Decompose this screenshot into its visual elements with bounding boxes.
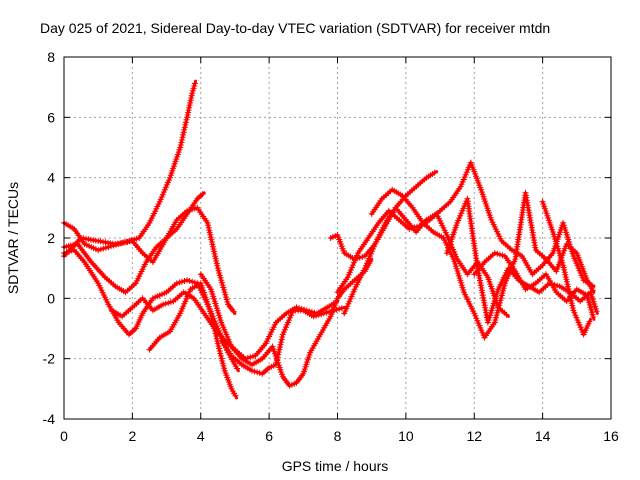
data-point — [100, 245, 107, 252]
series-s12 — [368, 186, 596, 341]
data-point — [199, 191, 206, 198]
x-tick-label: 10 — [398, 428, 414, 444]
data-point — [178, 137, 185, 143]
data-point — [213, 333, 220, 339]
data-point — [189, 206, 196, 213]
data-point — [256, 370, 263, 376]
y-axis-ticks: -4 -2 0 2 4 6 8 — [43, 49, 611, 427]
chart-title: Day 025 of 2021, Sidereal Day-to-day VTE… — [40, 20, 550, 36]
x-axis-ticks: 0 2 4 6 8 10 12 14 16 — [60, 57, 619, 444]
data-point — [590, 314, 597, 320]
data-point — [232, 392, 239, 399]
y-tick-label: 6 — [47, 109, 55, 125]
series-s6 — [146, 280, 239, 400]
series-s15 — [508, 219, 596, 289]
data-point — [320, 310, 327, 317]
data-point — [230, 308, 237, 315]
series-s8 — [218, 305, 346, 377]
data-point — [323, 309, 330, 316]
data-point — [249, 367, 255, 374]
data-point — [234, 365, 241, 372]
data-point — [189, 278, 196, 285]
series-group — [61, 79, 600, 400]
data-point — [182, 119, 189, 126]
y-tick-label: 2 — [47, 230, 55, 246]
x-tick-label: 16 — [603, 428, 619, 444]
x-tick-label: 6 — [265, 428, 273, 444]
data-point — [586, 318, 593, 325]
y-tick-label: 8 — [47, 49, 55, 65]
data-point — [315, 311, 322, 318]
y-tick-label: 4 — [47, 170, 55, 186]
data-point — [496, 251, 503, 258]
data-point — [328, 308, 335, 315]
data-point — [160, 301, 167, 308]
series-s14 — [471, 250, 597, 321]
x-tick-label: 2 — [128, 428, 136, 444]
x-axis-label: GPS time / hours — [282, 458, 389, 474]
y-tick-label: -2 — [43, 351, 56, 367]
data-point — [162, 300, 169, 307]
data-point — [186, 278, 193, 284]
data-point — [431, 169, 438, 176]
data-point — [191, 80, 198, 87]
data-point — [588, 282, 595, 289]
data-point — [181, 278, 188, 284]
y-tick-label: 0 — [47, 290, 55, 306]
data-point — [251, 368, 258, 375]
data-point — [313, 312, 320, 319]
data-point — [406, 226, 413, 232]
data-point — [133, 235, 140, 242]
data-point — [503, 311, 510, 318]
x-tick-label: 8 — [334, 428, 342, 444]
data-point — [95, 247, 102, 254]
series-s16 — [539, 198, 593, 338]
y-axis-label: SDTVAR / TECUs — [5, 182, 21, 294]
data-point — [66, 248, 73, 255]
data-point — [209, 315, 216, 322]
y-tick-label: -4 — [43, 411, 56, 427]
data-point — [494, 250, 501, 257]
x-tick-label: 12 — [466, 428, 482, 444]
data-point — [173, 280, 180, 287]
x-tick-label: 4 — [197, 428, 205, 444]
series-s7 — [197, 257, 374, 389]
data-point — [178, 278, 185, 285]
data-point — [167, 299, 174, 306]
data-point — [336, 305, 343, 312]
x-tick-label: 14 — [535, 428, 551, 444]
data-point — [68, 247, 75, 254]
data-point — [333, 306, 340, 313]
series-s11 — [341, 204, 510, 318]
x-tick-label: 0 — [60, 428, 68, 444]
data-point — [186, 207, 193, 214]
data-point — [593, 308, 600, 315]
series-s1 — [61, 79, 198, 254]
data-point — [359, 253, 366, 260]
data-point — [247, 354, 254, 361]
